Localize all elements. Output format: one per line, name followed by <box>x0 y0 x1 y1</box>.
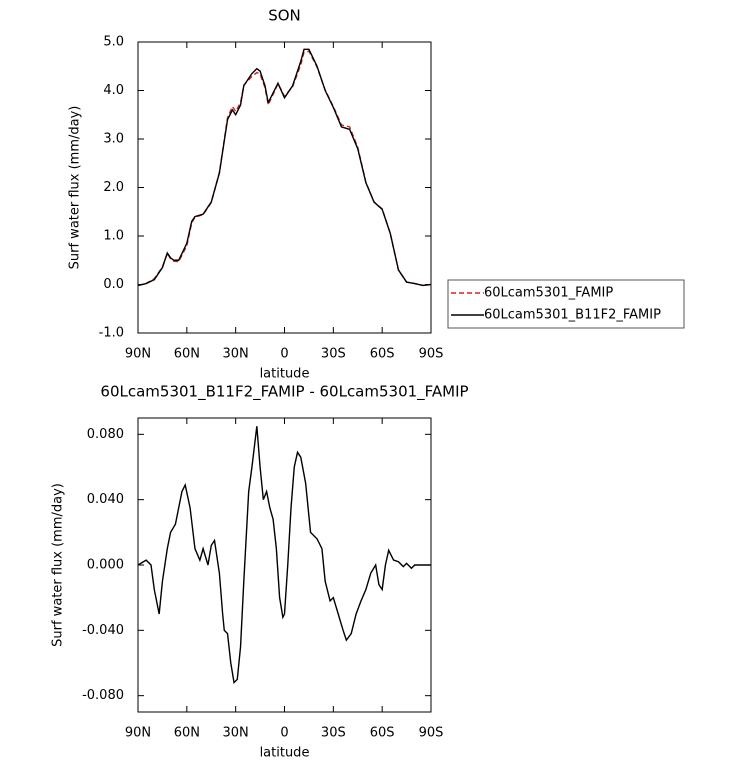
y-tick-label: 0.000 <box>87 558 124 573</box>
y-tick-label: 4.0 <box>103 83 124 98</box>
x-tick-label: 90N <box>125 726 151 741</box>
series-line <box>137 48 432 287</box>
x-tick-label: 30N <box>223 347 249 362</box>
x-tick-label: 30S <box>321 726 346 741</box>
legend-box <box>447 279 685 329</box>
plot-frame <box>137 41 432 334</box>
x-tick-label: 60N <box>174 347 200 362</box>
y-tick-label: 1.0 <box>103 229 124 244</box>
y-tick-label: 3.0 <box>103 132 124 147</box>
chart-title: 60Lcam5301_B11F2_FAMIP - 60Lcam5301_FAMI… <box>100 383 468 402</box>
x-tick-label: 90S <box>419 726 444 741</box>
x-axis-label: latitude <box>260 746 310 761</box>
y-axis-label: Surf water flux (mm/day) <box>51 483 66 647</box>
x-tick-label: 30N <box>223 726 249 741</box>
legend-label: 60Lcam5301_FAMIP <box>484 286 613 301</box>
series-line <box>137 50 432 287</box>
x-tick-label: 90N <box>125 347 151 362</box>
y-tick-label: 5.0 <box>103 35 124 50</box>
x-tick-label: 60S <box>370 726 395 741</box>
plot-frame <box>137 417 432 713</box>
y-tick-label: -1.0 <box>99 326 124 341</box>
y-tick-label: 0.040 <box>87 492 124 507</box>
y-tick-label: 2.0 <box>103 180 124 195</box>
y-tick-label: 0.0 <box>103 277 124 292</box>
legend-label: 60Lcam5301_B11F2_FAMIP <box>484 308 661 323</box>
x-tick-label: 90S <box>419 347 444 362</box>
y-tick-label: -0.040 <box>82 623 124 638</box>
y-tick-label: 0.080 <box>87 427 124 442</box>
y-axis-label: Surf water flux (mm/day) <box>68 106 83 270</box>
x-axis-label: latitude <box>260 367 310 382</box>
series-line <box>137 426 431 685</box>
x-tick-label: 0 <box>280 347 288 362</box>
y-tick-label: -0.080 <box>82 688 124 703</box>
x-tick-label: 60S <box>370 347 395 362</box>
x-tick-label: 0 <box>280 726 288 741</box>
x-tick-label: 30S <box>321 347 346 362</box>
chart-title: SON <box>268 7 301 25</box>
x-tick-label: 60N <box>174 726 200 741</box>
